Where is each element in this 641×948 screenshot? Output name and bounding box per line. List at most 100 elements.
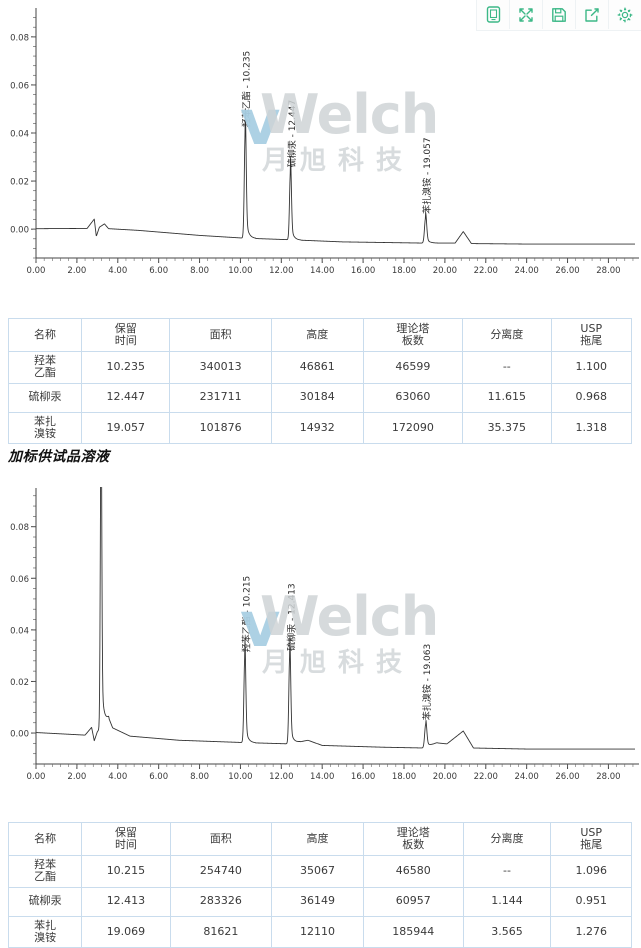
cell-resolution: -- (462, 351, 552, 384)
cell-name: 苯扎 溴铵 (7, 411, 83, 445)
svg-text:28.00: 28.00 (596, 772, 620, 782)
watermark-swoosh-1: v (240, 86, 281, 159)
svg-text:2.00: 2.00 (67, 266, 86, 276)
cell-resolution: 3.565 (462, 915, 552, 948)
svg-text:羟苯乙酯 - 10.235: 羟苯乙酯 - 10.235 (241, 51, 253, 127)
svg-text:羟苯乙酯 - 10.215: 羟苯乙酯 - 10.215 (240, 576, 252, 652)
cell-rt: 19.069 (81, 915, 171, 948)
svg-text:20.00: 20.00 (433, 772, 457, 782)
col-resolution: 分离度 (462, 318, 552, 352)
svg-text:0.04: 0.04 (10, 626, 29, 636)
cell-plates: 46599 (362, 351, 464, 384)
svg-text:26.00: 26.00 (555, 772, 579, 782)
col-rt: 保留 时间 (81, 318, 171, 352)
cell-height: 36149 (271, 886, 364, 917)
svg-text:0.00: 0.00 (10, 730, 29, 740)
svg-text:22.00: 22.00 (474, 772, 498, 782)
svg-text:22.00: 22.00 (474, 266, 498, 276)
svg-text:2.00: 2.00 (67, 772, 86, 782)
svg-text:0.06: 0.06 (10, 575, 29, 585)
svg-text:0.00: 0.00 (27, 266, 46, 276)
svg-text:苯扎溴铵 - 19.057: 苯扎溴铵 - 19.057 (421, 137, 433, 213)
svg-text:0.02: 0.02 (10, 178, 29, 188)
svg-text:4.00: 4.00 (108, 772, 127, 782)
svg-text:0.08: 0.08 (10, 33, 29, 43)
cell-area: 231711 (169, 382, 272, 413)
svg-text:26.00: 26.00 (555, 266, 579, 276)
svg-text:苯扎溴铵 - 19.063: 苯扎溴铵 - 19.063 (421, 644, 433, 720)
svg-text:4.00: 4.00 (108, 266, 127, 276)
svg-text:0.00: 0.00 (27, 772, 46, 782)
expand-icon[interactable] (510, 0, 543, 29)
chart-toolbar (476, 0, 641, 31)
cell-height: 46861 (270, 351, 364, 384)
cell-plates: 60957 (362, 886, 464, 917)
chromatogram-1-canvas: 0.00 0.02 0.04 0.06 0.08 0.00 2.00 4.00 6.00 8.00… (0, 0, 641, 276)
col-rt: 保留 时间 (81, 822, 171, 856)
cell-rt: 10.235 (81, 351, 171, 384)
svg-text:8.00: 8.00 (190, 266, 209, 276)
chromatogram-2: Welch 月旭科技 v 0.00 0.02 0.04 0.06 0.08 0.00 2.0… (0, 480, 641, 798)
svg-text:10.00: 10.00 (228, 772, 252, 782)
cell-name: 羟苯 乙酯 (7, 351, 83, 384)
svg-text:18.00: 18.00 (392, 266, 416, 276)
cell-plates: 172090 (362, 411, 464, 445)
cell-height: 12110 (271, 915, 364, 948)
cell-usp: 0.951 (550, 886, 632, 917)
cell-name: 羟苯 乙酯 (7, 855, 83, 888)
chromatogram-2-canvas: 0.00 0.02 0.04 0.06 0.08 0.00 2.00 4.00 6.00 8.00… (0, 480, 641, 782)
table-row[interactable]: 羟苯 乙酯 10.235 340013 46861 46599 -- 1.100 (7, 351, 632, 384)
svg-text:28.00: 28.00 (596, 266, 620, 276)
col-plates: 理论塔 板数 (362, 318, 464, 352)
cell-plates: 46580 (362, 855, 464, 888)
cell-plates: 63060 (362, 382, 464, 413)
table-row[interactable]: 硫柳汞 12.447 231711 30184 63060 11.615 0.9… (7, 382, 632, 413)
cell-height: 35067 (271, 855, 364, 888)
col-resolution: 分离度 (462, 822, 552, 856)
svg-text:0.04: 0.04 (10, 130, 29, 140)
cell-usp: 1.100 (550, 351, 632, 384)
cell-usp: 1.318 (550, 411, 632, 445)
cell-usp: 1.276 (550, 915, 632, 948)
cell-rt: 10.215 (81, 855, 171, 888)
cell-name: 硫柳汞 (7, 382, 83, 413)
svg-text:12.00: 12.00 (269, 266, 293, 276)
share-icon[interactable] (576, 0, 609, 29)
col-height: 高度 (270, 318, 364, 352)
cell-resolution: 35.375 (462, 411, 552, 445)
table-header-row: 名称 保留 时间 面积 高度 理论塔 板数 分离度 USP 拖尾 (7, 822, 632, 856)
table-header-row: 名称 保留 时间 面积 高度 理论塔 板数 分离度 USP 拖尾 (7, 318, 632, 352)
cell-area: 254740 (169, 855, 273, 888)
cell-usp: 1.096 (550, 855, 632, 888)
svg-text:14.00: 14.00 (310, 266, 334, 276)
cell-area: 283326 (169, 886, 273, 917)
device-icon[interactable] (477, 0, 510, 29)
cell-usp: 0.968 (550, 382, 632, 413)
table-row[interactable]: 羟苯 乙酯 10.215 254740 35067 46580 -- 1.096 (7, 855, 632, 888)
svg-text:24.00: 24.00 (514, 266, 538, 276)
cell-rt: 19.057 (81, 411, 171, 445)
cell-area: 81621 (169, 915, 273, 948)
col-area: 面积 (169, 318, 272, 352)
col-usp: USP 拖尾 (550, 822, 632, 856)
table-row[interactable]: 苯扎 溴铵 19.069 81621 12110 185944 3.565 1.… (7, 915, 632, 948)
section-title: 加标供试品溶液 (8, 449, 110, 465)
svg-text:6.00: 6.00 (149, 772, 168, 782)
cell-height: 30184 (270, 382, 364, 413)
gear-icon[interactable] (609, 0, 641, 29)
results-table-2: 名称 保留 时间 面积 高度 理论塔 板数 分离度 USP 拖尾 羟苯 乙酯 1… (7, 822, 632, 948)
save-icon[interactable] (543, 0, 576, 29)
svg-text:6.00: 6.00 (149, 266, 168, 276)
results-table-1: 名称 保留 时间 面积 高度 理论塔 板数 分离度 USP 拖尾 羟苯 乙酯 1… (7, 318, 632, 445)
svg-text:18.00: 18.00 (392, 772, 416, 782)
svg-text:8.00: 8.00 (190, 772, 209, 782)
svg-text:16.00: 16.00 (351, 266, 375, 276)
col-usp: USP 拖尾 (550, 318, 632, 352)
table-row[interactable]: 硫柳汞 12.413 283326 36149 60957 1.144 0.95… (7, 886, 632, 917)
svg-text:24.00: 24.00 (514, 772, 538, 782)
cell-height: 14932 (270, 411, 364, 445)
table-row[interactable]: 苯扎 溴铵 19.057 101876 14932 172090 35.375 … (7, 411, 632, 445)
svg-text:0.06: 0.06 (10, 81, 29, 91)
cell-name: 苯扎 溴铵 (7, 915, 83, 948)
